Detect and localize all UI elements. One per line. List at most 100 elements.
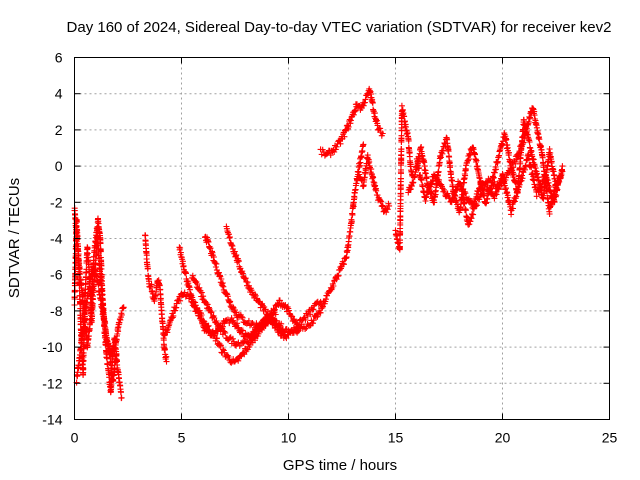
- data-point: [512, 160, 519, 167]
- data-point: [281, 329, 288, 336]
- data-point: [222, 329, 229, 336]
- data-point: [148, 281, 155, 288]
- data-point: [302, 316, 309, 323]
- data-point: [493, 166, 499, 173]
- data-point: [241, 351, 248, 358]
- data-point: [220, 346, 226, 353]
- data-point: [238, 313, 245, 320]
- data-point: [555, 177, 562, 184]
- data-point: [181, 289, 188, 296]
- data-point: [86, 283, 93, 290]
- data-point: [214, 335, 220, 342]
- data-point: [255, 328, 262, 335]
- y-tick-label: -14: [42, 412, 62, 428]
- data-point: [278, 320, 285, 327]
- data-point: [307, 311, 314, 318]
- data-point: [483, 179, 489, 186]
- data-point: [257, 321, 264, 328]
- data-point: [357, 159, 364, 166]
- data-point: [80, 366, 87, 372]
- data-point: [251, 332, 258, 339]
- data-point: [516, 148, 523, 155]
- data-point: [333, 276, 340, 283]
- data-point: [191, 303, 197, 310]
- data-point: [384, 206, 391, 213]
- data-point: [230, 338, 237, 345]
- data-point: [397, 175, 404, 182]
- data-point: [209, 314, 216, 320]
- data-point: [356, 162, 363, 169]
- data-point: [213, 318, 220, 324]
- data-point: [259, 325, 265, 332]
- x-axis-label: GPS time / hours: [283, 457, 397, 474]
- data-point: [429, 180, 435, 187]
- data-point: [85, 286, 92, 293]
- data-point: [199, 319, 205, 326]
- data-point: [510, 171, 517, 178]
- data-point: [77, 271, 84, 278]
- data-point: [343, 254, 350, 261]
- data-point: [238, 269, 245, 276]
- data-point: [377, 125, 384, 132]
- x-tick-label: 5: [178, 430, 186, 446]
- data-point: [183, 270, 189, 277]
- y-tick-label: -8: [50, 303, 63, 319]
- data-point: [327, 288, 334, 294]
- y-axis-ticks: -14 -12 -10 -8 -6 -4 -2 0 2 4 6: [42, 50, 610, 428]
- data-point: [204, 301, 211, 308]
- data-point: [495, 186, 502, 193]
- data-point: [348, 218, 355, 225]
- data-point: [435, 168, 442, 175]
- data-point: [272, 311, 279, 318]
- data-point: [431, 199, 438, 206]
- data-point: [224, 293, 231, 300]
- data-point: [188, 292, 195, 299]
- data-point: [191, 304, 198, 311]
- data-point: [198, 289, 205, 296]
- data-point: [250, 321, 257, 328]
- data-point: [423, 174, 430, 180]
- data-point: [239, 314, 246, 321]
- data-point: [235, 258, 242, 265]
- y-tick-label: -4: [50, 231, 63, 247]
- data-point: [103, 330, 110, 337]
- data-point: [75, 251, 82, 257]
- x-tick-label: 0: [71, 430, 79, 446]
- data-point: [503, 174, 510, 181]
- data-point: [360, 141, 367, 148]
- data-point: [503, 136, 510, 143]
- data-point: [205, 238, 212, 245]
- data-point: [234, 320, 241, 327]
- data-point: [285, 307, 292, 314]
- data-point: [465, 156, 472, 163]
- data-point: [196, 284, 203, 291]
- data-point: [200, 293, 207, 300]
- data-point: [101, 317, 108, 324]
- data-point: [550, 198, 556, 204]
- data-point: [248, 330, 255, 337]
- data-point: [379, 130, 386, 137]
- data-point: [462, 190, 469, 197]
- data-point: [147, 284, 154, 291]
- data-point: [373, 187, 380, 194]
- data-point: [111, 368, 118, 375]
- data-point: [340, 261, 347, 268]
- data-point: [120, 304, 127, 311]
- data-point: [274, 322, 281, 329]
- data-point: [546, 211, 553, 217]
- data-point: [77, 346, 84, 353]
- data-point: [302, 326, 309, 332]
- data-point: [170, 312, 177, 319]
- data-point: [245, 317, 252, 324]
- data-point: [445, 148, 452, 155]
- data-point: [447, 162, 454, 169]
- x-tick-label: 20: [495, 430, 511, 446]
- data-point: [223, 290, 230, 297]
- data-point: [532, 165, 539, 172]
- data-point: [324, 150, 330, 157]
- data-point: [371, 110, 378, 117]
- data-point: [233, 252, 240, 258]
- data-point: [504, 192, 511, 199]
- data-point: [177, 245, 184, 251]
